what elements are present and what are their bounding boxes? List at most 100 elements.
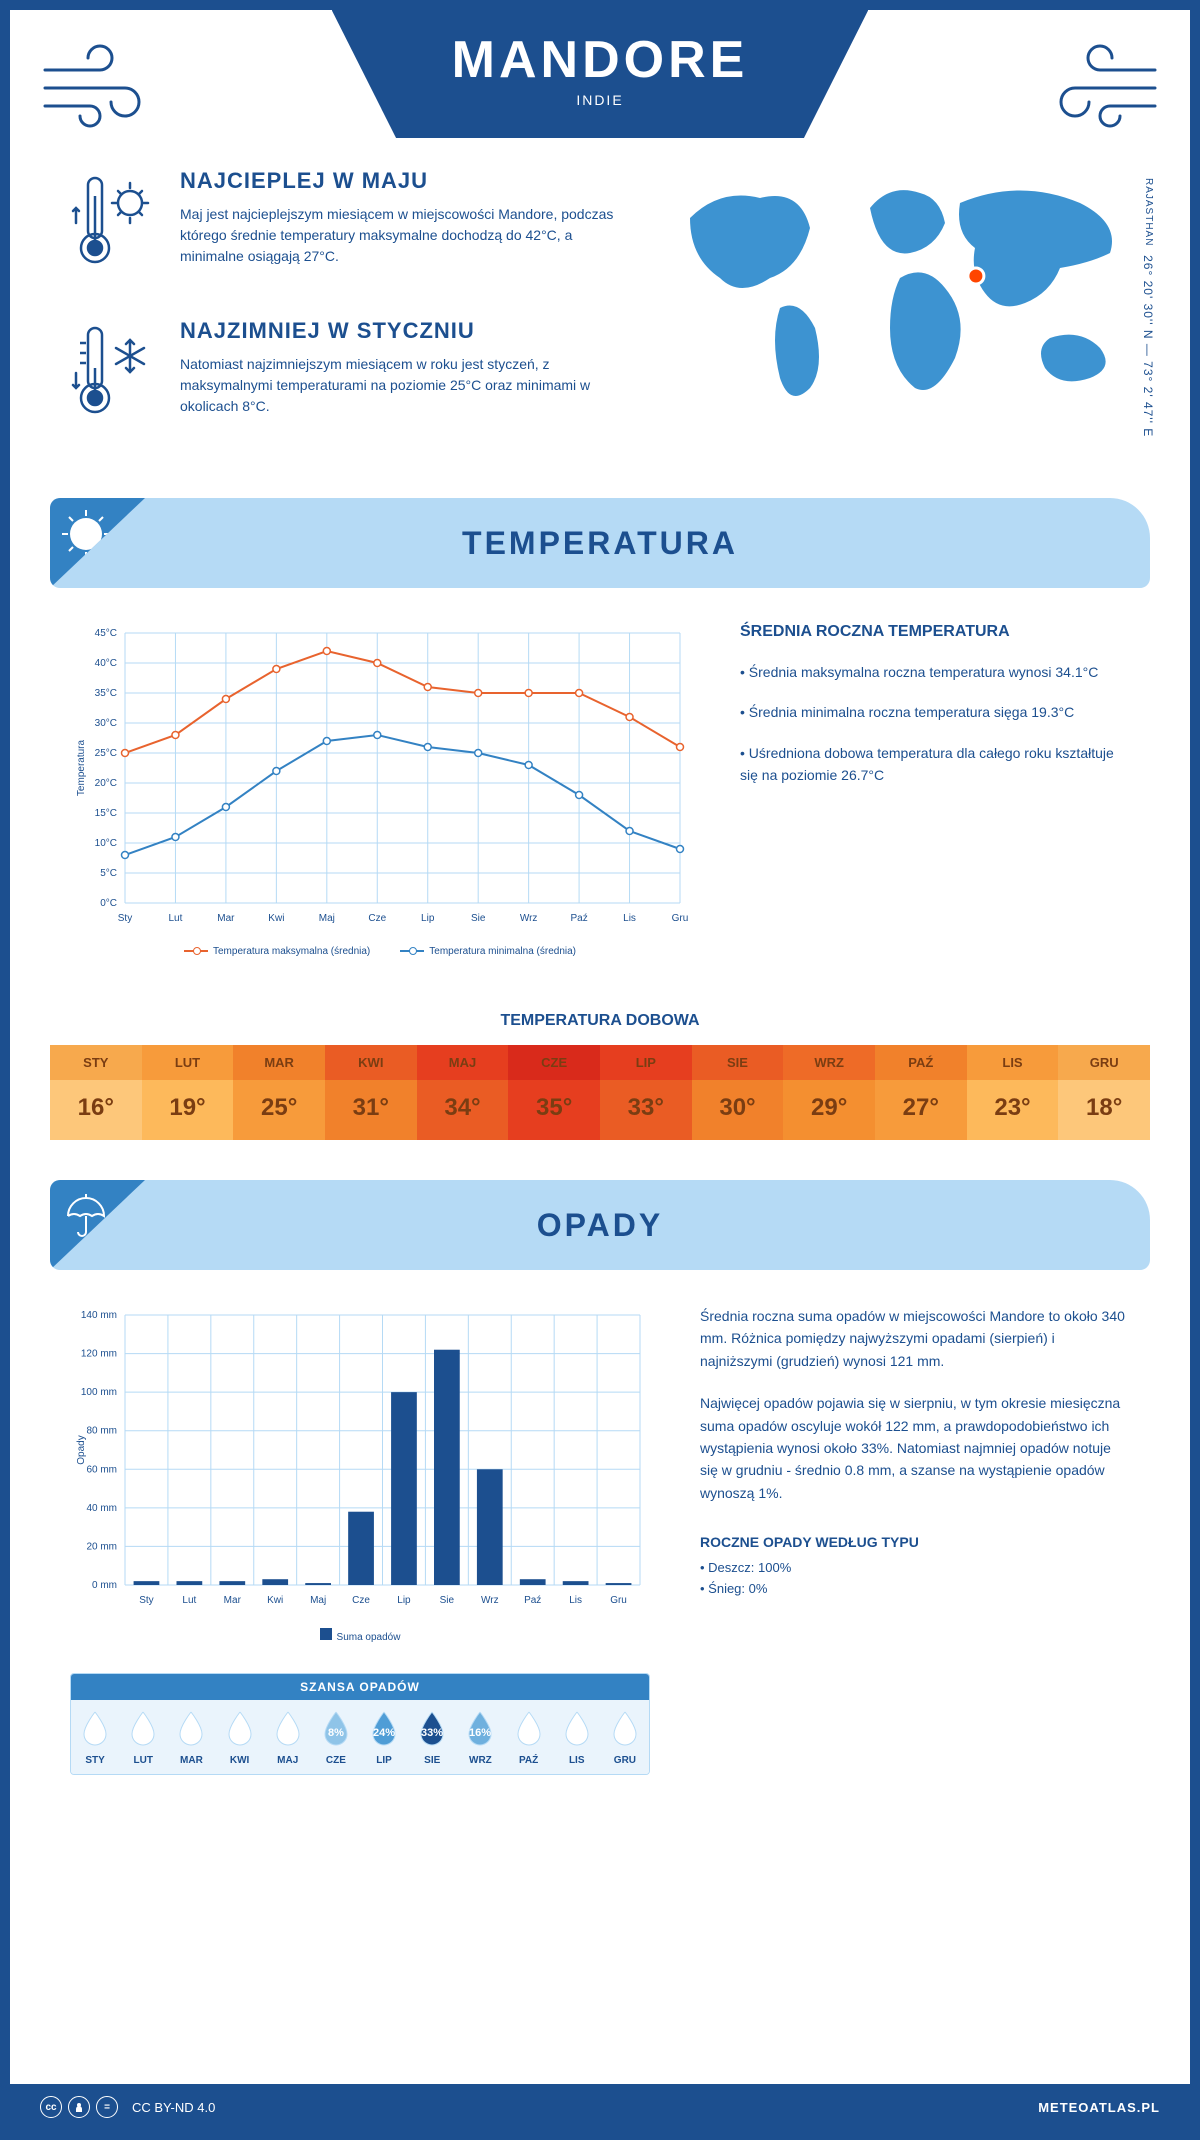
fact-warmest: NAJCIEPLEJ W MAJU Maj jest najcieplejszy…	[70, 168, 630, 283]
svg-text:2%: 2%	[232, 1727, 248, 1739]
svg-text:Opady: Opady	[76, 1435, 87, 1464]
daily-month-head: CZE	[508, 1045, 600, 1080]
svg-text:Lip: Lip	[397, 1595, 411, 1606]
chance-title: SZANSA OPADÓW	[71, 1674, 649, 1700]
precipitation-title: OPADY	[50, 1207, 1150, 1244]
daily-temp-value: 19°	[142, 1080, 234, 1140]
facts-column: NAJCIEPLEJ W MAJU Maj jest najcieplejszy…	[70, 168, 630, 468]
daily-month-head: GRU	[1058, 1045, 1150, 1080]
chance-cell: 24% LIP	[360, 1700, 408, 1774]
title-banner: MANDORE INDIE	[332, 10, 869, 138]
daily-month-head: PAŹ	[875, 1045, 967, 1080]
svg-text:24%: 24%	[373, 1727, 395, 1739]
svg-text:Paź: Paź	[570, 913, 587, 924]
chance-cell: 33% SIE	[408, 1700, 456, 1774]
location-marker	[968, 268, 984, 284]
precipitation-content: 0 mm20 mm40 mm60 mm80 mm100 mm120 mm140 …	[10, 1270, 1190, 1663]
svg-text:20°C: 20°C	[95, 778, 117, 789]
precip-para-1: Średnia roczna suma opadów w miejscowośc…	[700, 1305, 1130, 1372]
thermometer-sun-icon	[70, 168, 160, 283]
daily-month-head: STY	[50, 1045, 142, 1080]
svg-text:0 mm: 0 mm	[92, 1580, 117, 1591]
precipitation-bar-chart: 0 mm20 mm40 mm60 mm80 mm100 mm120 mm140 …	[70, 1305, 650, 1643]
coordinates-text: RAJASTHAN 26° 20' 30'' N — 73° 2' 47'' E	[1141, 178, 1155, 437]
precipitation-text: Średnia roczna suma opadów w miejscowośc…	[700, 1305, 1130, 1643]
svg-text:45°C: 45°C	[95, 628, 117, 639]
chance-cell: 16% WRZ	[456, 1700, 504, 1774]
daily-temp-value: 34°	[417, 1080, 509, 1140]
svg-text:Sie: Sie	[471, 913, 486, 924]
svg-text:Sty: Sty	[118, 913, 132, 924]
precip-type-title: ROCZNE OPADY WEDŁUG TYPU	[700, 1534, 1130, 1550]
svg-text:1%: 1%	[183, 1727, 199, 1739]
svg-text:Lis: Lis	[623, 913, 636, 924]
svg-text:40 mm: 40 mm	[86, 1503, 117, 1514]
chance-cell: 1% LIS	[553, 1700, 601, 1774]
city-title: MANDORE	[452, 30, 749, 90]
daily-temp-value: 29°	[783, 1080, 875, 1140]
temp-stats-title: ŚREDNIA ROCZNA TEMPERATURA	[740, 623, 1130, 641]
svg-text:Cze: Cze	[352, 1595, 370, 1606]
svg-text:Wrz: Wrz	[481, 1595, 499, 1606]
svg-text:Gru: Gru	[672, 913, 689, 924]
svg-text:40°C: 40°C	[95, 658, 117, 669]
svg-text:Sty: Sty	[139, 1595, 153, 1606]
wind-icon-right	[1030, 40, 1160, 135]
header: MANDORE INDIE	[10, 10, 1190, 138]
chart-legend: Temperatura maksymalna (średnia) Tempera…	[70, 946, 690, 957]
chance-cell: 2% KWI	[216, 1700, 264, 1774]
license-text: CC BY-ND 4.0	[132, 2100, 215, 2115]
temperature-title: TEMPERATURA	[50, 525, 1150, 562]
svg-text:Gru: Gru	[610, 1595, 627, 1606]
daily-temp-value: 23°	[967, 1080, 1059, 1140]
daily-month-head: MAR	[233, 1045, 325, 1080]
daily-month-head: LIS	[967, 1045, 1059, 1080]
daily-month-head: SIE	[692, 1045, 784, 1080]
svg-text:15°C: 15°C	[95, 808, 117, 819]
daily-temp-value: 27°	[875, 1080, 967, 1140]
daily-month-head: LIP	[600, 1045, 692, 1080]
svg-text:Paź: Paź	[524, 1595, 541, 1606]
temperature-content: 0°C5°C10°C15°C20°C25°C30°C35°C40°C45°CSt…	[10, 588, 1190, 992]
svg-text:Kwi: Kwi	[267, 1595, 283, 1606]
daily-temp-table: STYLUTMARKWIMAJCZELIPSIEWRZPAŹLISGRU16°1…	[50, 1045, 1150, 1140]
svg-text:100 mm: 100 mm	[81, 1387, 117, 1398]
precip-type-item: • Śnieg: 0%	[700, 1579, 1130, 1600]
site-credit: METEOATLAS.PL	[1038, 2100, 1160, 2115]
svg-text:0%: 0%	[280, 1727, 296, 1739]
chance-cell: 1% LUT	[119, 1700, 167, 1774]
svg-text:80 mm: 80 mm	[86, 1426, 117, 1437]
cc-icon: cc	[40, 2096, 62, 2118]
svg-text:Wrz: Wrz	[520, 913, 538, 924]
temperature-line-chart: 0°C5°C10°C15°C20°C25°C30°C35°C40°C45°CSt…	[70, 623, 690, 957]
svg-text:35°C: 35°C	[95, 688, 117, 699]
top-info-row: NAJCIEPLEJ W MAJU Maj jest najcieplejszy…	[10, 138, 1190, 498]
fact-cold-title: NAJZIMNIEJ W STYCZNIU	[180, 318, 630, 344]
svg-text:1%: 1%	[521, 1727, 537, 1739]
chance-cell: 8% CZE	[312, 1700, 360, 1774]
precip-para-2: Najwięcej opadów pojawia się w sierpniu,…	[700, 1392, 1130, 1504]
svg-text:10°C: 10°C	[95, 838, 117, 849]
svg-text:1%: 1%	[617, 1727, 633, 1739]
svg-text:20 mm: 20 mm	[86, 1541, 117, 1552]
svg-text:Mar: Mar	[217, 913, 235, 924]
by-icon	[68, 2096, 90, 2118]
svg-text:Maj: Maj	[310, 1595, 326, 1606]
svg-text:Mar: Mar	[224, 1595, 242, 1606]
chance-cell: 1% GRU	[601, 1700, 649, 1774]
svg-text:30°C: 30°C	[95, 718, 117, 729]
svg-text:33%: 33%	[421, 1727, 443, 1739]
daily-temp-value: 16°	[50, 1080, 142, 1140]
daily-month-head: KWI	[325, 1045, 417, 1080]
nd-icon: =	[96, 2096, 118, 2118]
license-block: cc = CC BY-ND 4.0	[40, 2096, 215, 2118]
wind-icon-left	[40, 40, 170, 135]
fact-warm-text: Maj jest najcieplejszym miesiącem w miej…	[180, 204, 630, 267]
svg-text:1%: 1%	[569, 1727, 585, 1739]
svg-text:Sie: Sie	[440, 1595, 455, 1606]
svg-text:5°C: 5°C	[100, 868, 117, 879]
precip-type-item: • Deszcz: 100%	[700, 1558, 1130, 1579]
svg-text:60 mm: 60 mm	[86, 1464, 117, 1475]
svg-text:1%: 1%	[135, 1727, 151, 1739]
daily-temp-value: 33°	[600, 1080, 692, 1140]
